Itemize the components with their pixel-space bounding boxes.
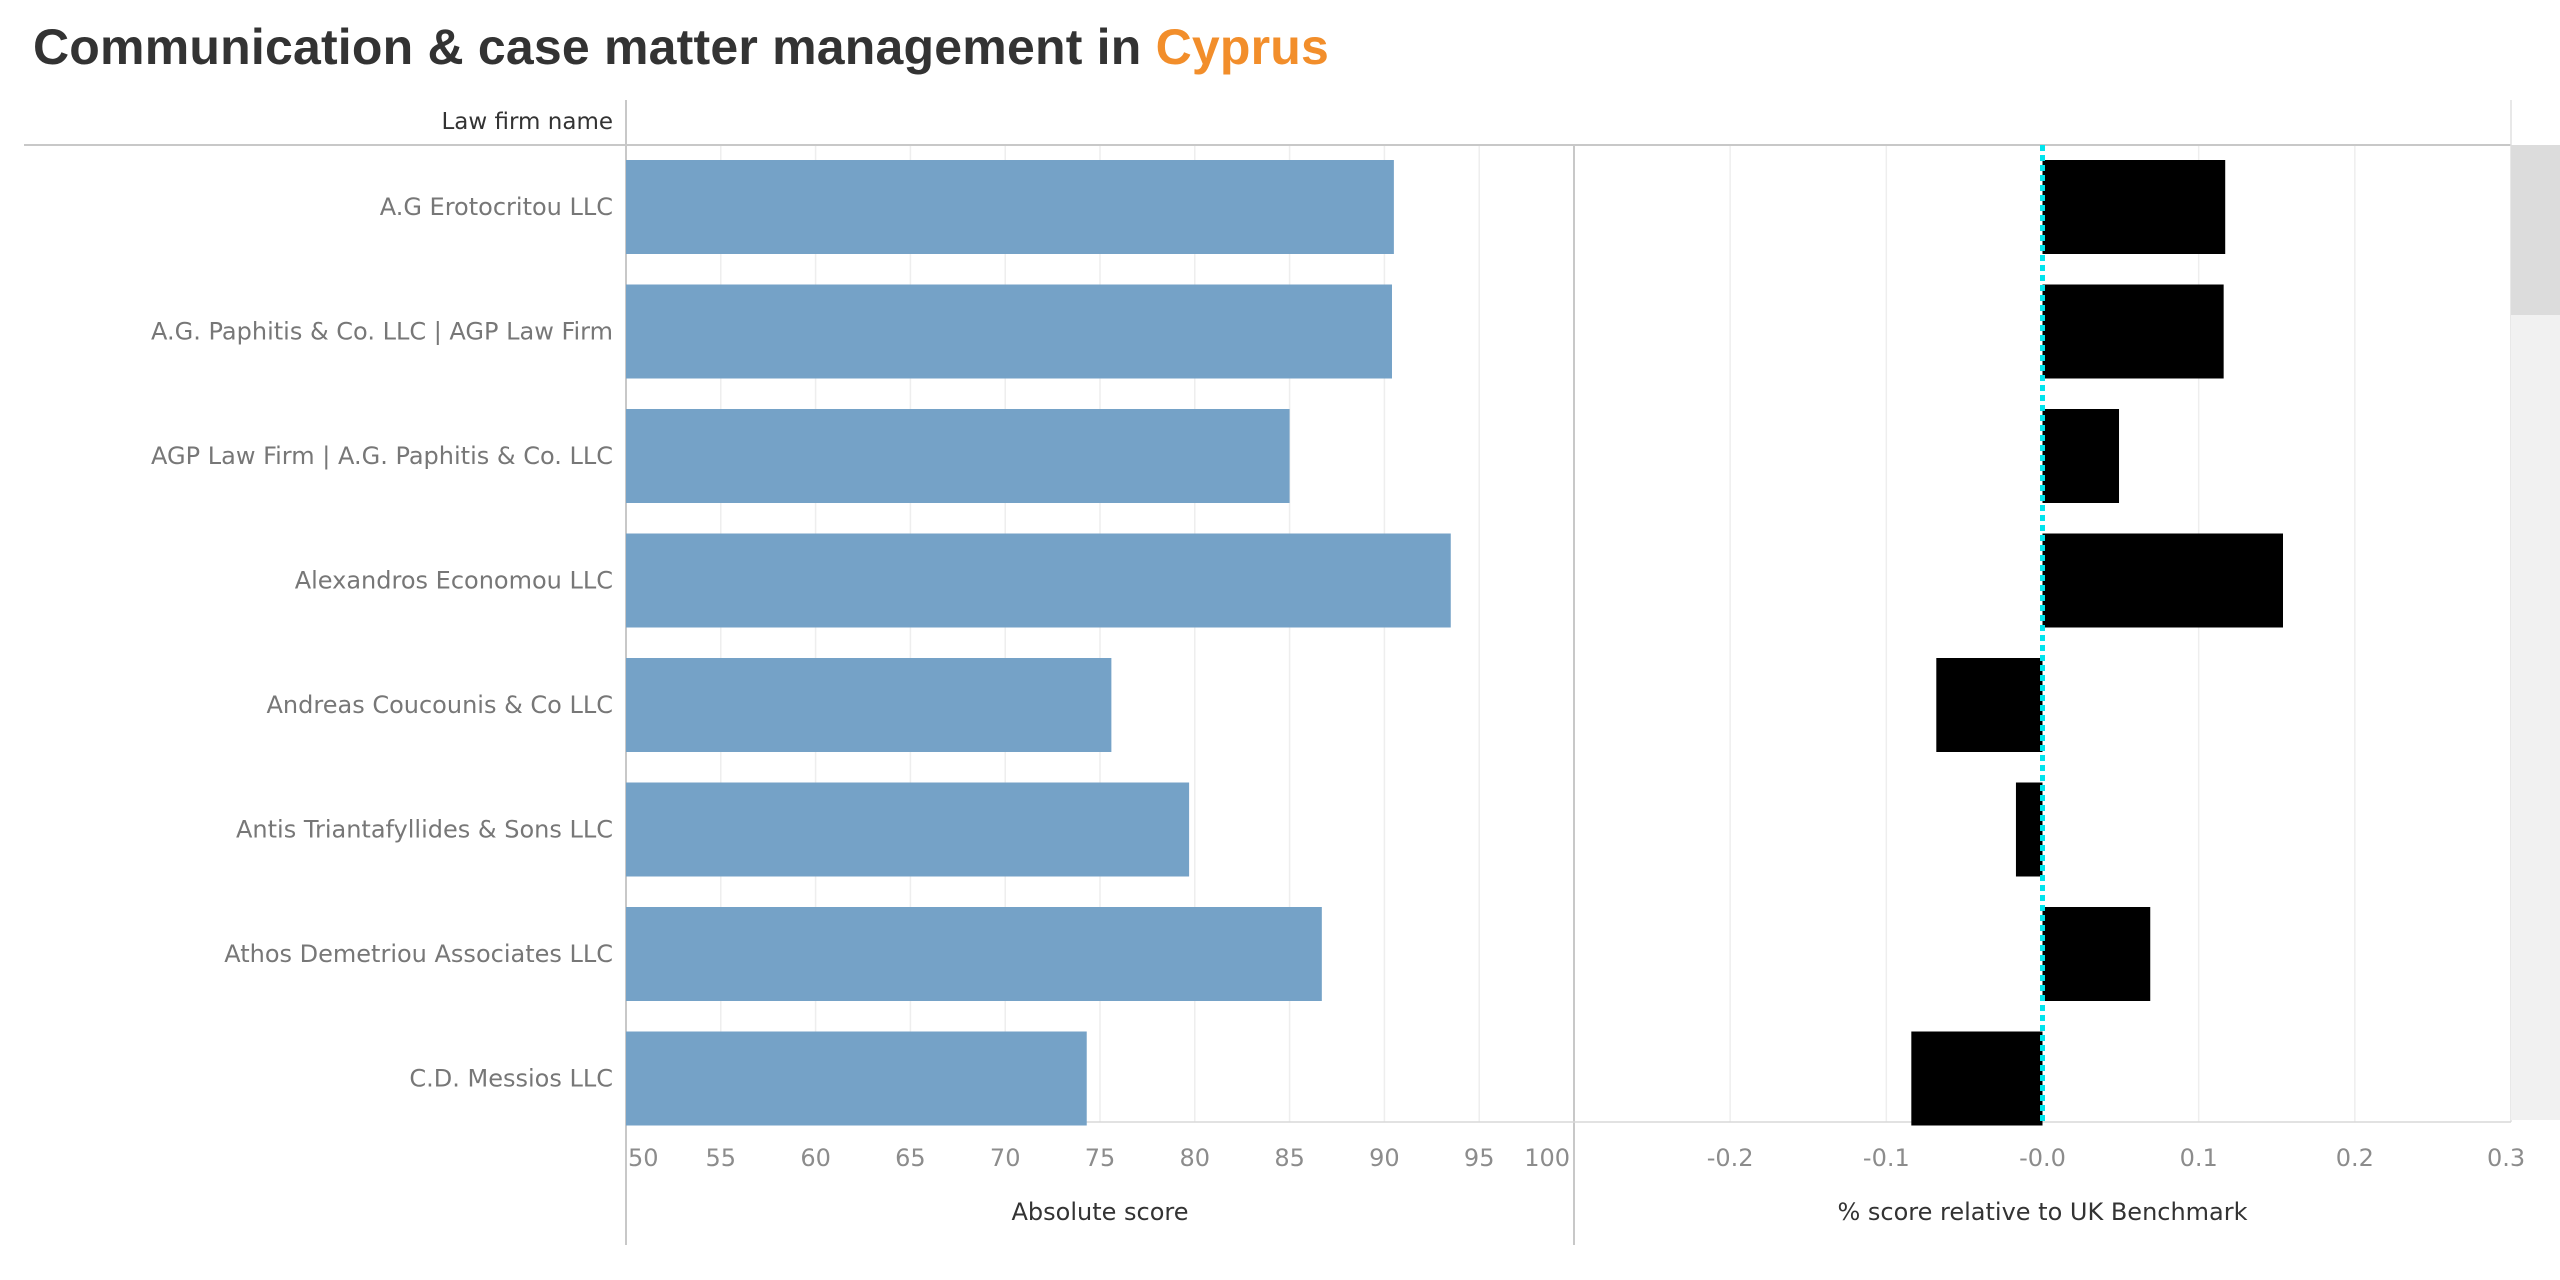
relative-score-bar xyxy=(1936,658,2043,752)
firm-name-label: Athos Demetriou Associates LLC xyxy=(224,940,613,968)
absolute-score-bar xyxy=(626,907,1322,1001)
x-tick-absolute: 85 xyxy=(1274,1144,1305,1172)
x-tick-absolute: 60 xyxy=(800,1144,831,1172)
x-tick-relative: -0.0 xyxy=(2019,1144,2066,1172)
chart-frame xyxy=(24,100,2512,1245)
x-tick-absolute: 100 xyxy=(1524,1144,1570,1172)
relative-score-bar xyxy=(2042,284,2224,379)
relative-score-bar xyxy=(2042,160,2226,254)
firm-name-label: C.D. Messios LLC xyxy=(409,1065,613,1093)
absolute-score-bars xyxy=(626,160,1451,1126)
relative-score-bar xyxy=(2042,409,2120,503)
x-axis-title-relative: % score relative to UK Benchmark xyxy=(1837,1198,2247,1226)
axis-ticks: 50 55 60 65 70 75 80 85 90 95 100 -0.2 -0.1 -0.0 0.1 0.… xyxy=(628,1144,2525,1172)
x-tick-absolute: 55 xyxy=(706,1144,737,1172)
title-prefix: Communication & case matter management i… xyxy=(33,19,1156,75)
x-tick-relative: -0.1 xyxy=(1863,1144,1910,1172)
x-tick-relative: -0.2 xyxy=(1707,1144,1754,1172)
firm-name-label: AGP Law Firm | A.G. Paphitis & Co. LLC xyxy=(151,442,613,470)
firm-name-label: A.G. Paphitis & Co. LLC | AGP Law Firm xyxy=(151,318,613,346)
firm-name-label: A.G Erotocritou LLC xyxy=(380,193,613,221)
firm-name-label: Alexandros Economou LLC xyxy=(295,567,613,595)
relative-score-bar xyxy=(2015,782,2043,877)
relative-score-bar xyxy=(2042,533,2283,628)
x-tick-relative: 0.3 xyxy=(2487,1144,2525,1172)
firm-name-label: Andreas Coucounis & Co LLC xyxy=(267,691,613,719)
row-labels: A.G Erotocritou LLC A.G. Paphitis & Co. L… xyxy=(151,193,613,1093)
x-tick-absolute: 70 xyxy=(990,1144,1021,1172)
x-axis-title-absolute: Absolute score xyxy=(1011,1198,1188,1226)
absolute-score-bar xyxy=(626,1031,1087,1126)
absolute-score-bar xyxy=(626,409,1290,503)
vertical-scrollbar[interactable] xyxy=(2511,145,2560,1120)
title-country: Cyprus xyxy=(1155,19,1330,75)
x-tick-absolute: 65 xyxy=(895,1144,926,1172)
absolute-score-bar xyxy=(626,782,1190,877)
relative-score-bar xyxy=(1911,1031,2043,1126)
firm-name-label: Antis Triantafyllides & Sons LLC xyxy=(236,816,613,844)
axis-titles: Absolute score % score relative to UK Ben… xyxy=(1011,1198,2247,1226)
relative-score-bar xyxy=(2042,907,2151,1001)
x-tick-absolute: 95 xyxy=(1464,1144,1495,1172)
absolute-score-bar xyxy=(626,284,1392,379)
x-tick-absolute: 50 xyxy=(628,1144,659,1172)
relative-score-bars xyxy=(1911,145,2283,1126)
absolute-score-bar xyxy=(626,658,1112,752)
chart-title: Communication & case matter management i… xyxy=(33,18,1329,76)
x-tick-relative: 0.1 xyxy=(2180,1144,2218,1172)
absolute-score-bar xyxy=(626,160,1394,254)
x-tick-absolute: 90 xyxy=(1369,1144,1400,1172)
x-tick-absolute: 80 xyxy=(1180,1144,1211,1172)
row-header: Law firm name xyxy=(441,109,613,135)
scrollbar-thumb[interactable] xyxy=(2511,145,2560,315)
x-tick-absolute: 75 xyxy=(1085,1144,1116,1172)
x-tick-relative: 0.2 xyxy=(2336,1144,2374,1172)
absolute-score-bar xyxy=(626,533,1451,628)
